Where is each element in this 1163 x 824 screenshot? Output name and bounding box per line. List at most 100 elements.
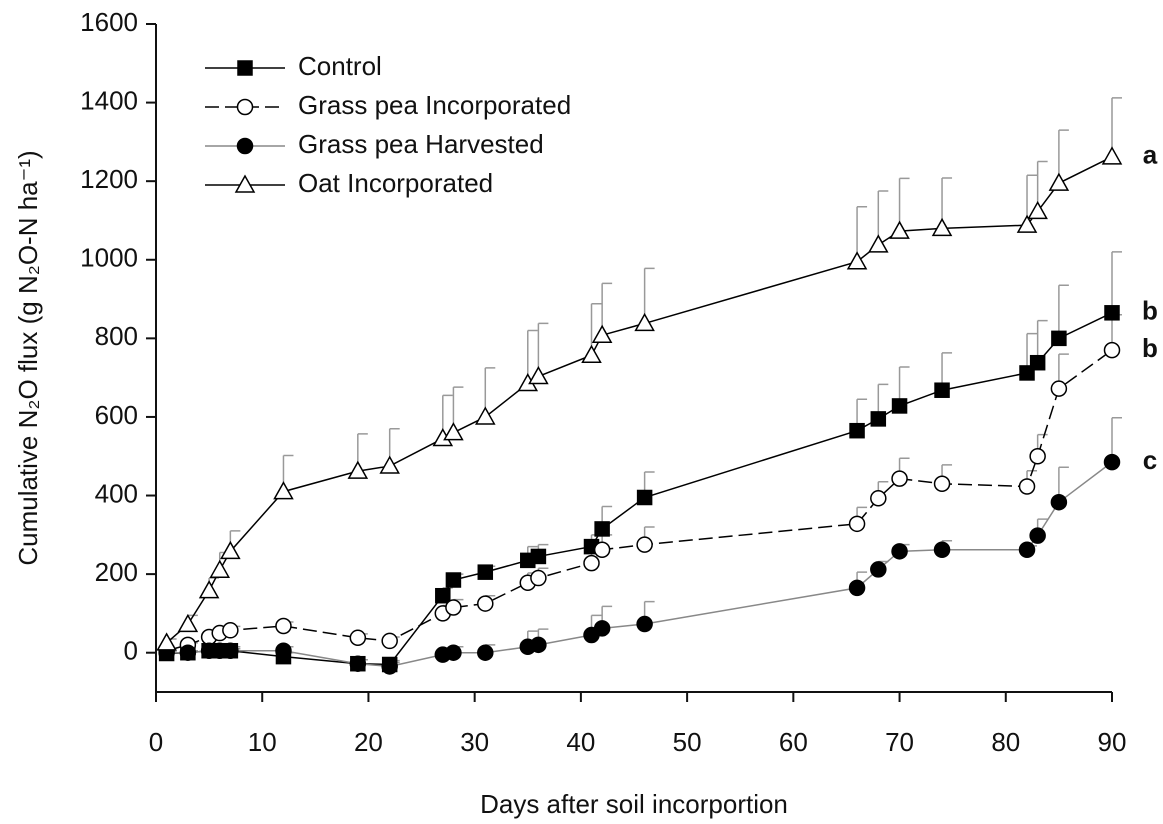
data-point [209, 559, 231, 578]
y-tick-label: 0 [124, 636, 138, 666]
data-point [347, 460, 369, 479]
y-tick-label: 400 [95, 478, 138, 508]
data-point [179, 644, 197, 661]
legend-marker [234, 174, 256, 193]
data-point [870, 561, 887, 578]
data-point [636, 536, 653, 553]
data-point [445, 572, 462, 588]
data-point [275, 617, 292, 635]
legend-label: Control [298, 51, 382, 81]
data-point [870, 490, 887, 507]
data-point [583, 554, 600, 572]
error-bar [1111, 251, 1122, 313]
x-tick-label: 30 [460, 727, 489, 757]
data-point [934, 382, 950, 398]
group-label: c [1143, 445, 1157, 475]
error-bar [1058, 284, 1069, 339]
error-bar [1058, 129, 1069, 184]
data-point [379, 455, 400, 474]
y-tick-label: 1400 [80, 85, 138, 115]
legend-marker [237, 60, 253, 76]
data-point [475, 406, 496, 425]
x-tick-label: 40 [566, 727, 595, 757]
data-point [593, 541, 611, 559]
data-point [848, 579, 866, 597]
data-point [1103, 453, 1121, 471]
data-point [220, 540, 241, 560]
data-point [1051, 330, 1067, 347]
data-point [222, 622, 239, 639]
group-label: a [1143, 140, 1158, 170]
x-tick-label: 0 [149, 727, 163, 757]
data-point [591, 324, 613, 343]
error-bar [877, 190, 889, 245]
data-point [435, 587, 451, 604]
data-point [530, 636, 547, 654]
data-point [931, 217, 953, 237]
data-point [849, 422, 865, 439]
legend-label: Oat Incorporated [298, 168, 493, 198]
data-point [593, 620, 611, 637]
data-point [848, 515, 866, 533]
data-point [349, 655, 367, 672]
data-point [443, 422, 464, 441]
data-point [846, 251, 868, 270]
y-tick-label: 1200 [80, 164, 138, 194]
x-tick-label: 20 [354, 727, 383, 757]
data-point [581, 344, 602, 363]
data-point [870, 411, 887, 427]
data-point [1101, 146, 1123, 165]
data-point [634, 312, 655, 332]
data-point [1029, 527, 1046, 544]
error-bar [643, 267, 655, 324]
data-point [156, 632, 177, 651]
data-point [1103, 341, 1121, 359]
y-tick-label: 600 [95, 400, 138, 430]
data-point [275, 642, 292, 659]
data-point [1050, 493, 1068, 511]
error-bar [856, 205, 868, 262]
data-point [933, 475, 951, 492]
data-point [477, 564, 494, 580]
data-point [594, 521, 610, 537]
data-point [528, 365, 549, 385]
data-point [477, 595, 494, 612]
data-point [445, 599, 462, 616]
legend-label: Grass pea Incorporated [298, 90, 571, 120]
error-bar [537, 322, 549, 377]
data-point [1016, 214, 1038, 233]
group-label: b [1142, 296, 1158, 326]
x-tick-label: 70 [885, 727, 914, 757]
data-point [349, 629, 367, 647]
x-axis-label: Days after soil incorportion [480, 789, 788, 819]
y-tick-label: 1600 [80, 7, 138, 37]
series-line [166, 312, 1113, 666]
x-tick-label: 80 [991, 727, 1020, 757]
data-point [222, 642, 239, 659]
legend-marker [236, 98, 254, 116]
data-point [477, 644, 494, 661]
data-point [177, 613, 199, 633]
series-line [166, 156, 1113, 644]
data-point [1029, 447, 1046, 465]
y-axis-label: Cumulative N₂O flux (g N₂O-N ha⁻¹) [13, 150, 43, 565]
data-point [891, 470, 908, 487]
data-point [889, 220, 910, 239]
data-point [198, 580, 220, 599]
y-tick-label: 200 [95, 557, 138, 587]
data-point [381, 658, 398, 675]
data-point [1018, 478, 1036, 495]
x-tick-label: 90 [1098, 727, 1127, 757]
data-point [381, 632, 398, 650]
y-tick-label: 800 [95, 321, 138, 351]
error-bar [898, 177, 910, 232]
data-point [1104, 305, 1120, 321]
data-point [1018, 541, 1036, 559]
legend-marker [236, 137, 254, 155]
y-tick-label: 1000 [80, 243, 138, 273]
data-point [530, 548, 547, 565]
data-point [1048, 172, 1070, 191]
data-point [445, 644, 462, 661]
data-point [933, 541, 951, 559]
